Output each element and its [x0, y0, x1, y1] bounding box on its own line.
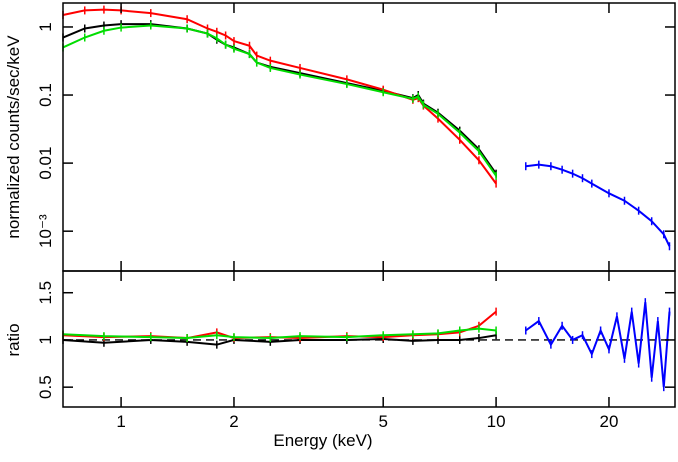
plot-frame [62, 2, 676, 272]
x-tick-label: 2 [229, 412, 238, 431]
data-line [525, 302, 671, 388]
data-line [525, 163, 671, 247]
y-tick-label: 1.5 [36, 281, 55, 305]
y-tick-label: 1 [36, 22, 55, 31]
y-tick-label: 10⁻³ [36, 214, 55, 248]
y-tick-label: 1 [36, 335, 55, 344]
data-line [62, 24, 497, 177]
y-tick-label: 0.1 [36, 83, 55, 107]
x-tick-label: 1 [116, 412, 125, 431]
data-line [62, 8, 497, 185]
data-line [62, 23, 497, 175]
x-tick-label: 10 [487, 412, 506, 431]
x-tick-label: 5 [378, 412, 387, 431]
y-tick-label: 0.01 [36, 147, 55, 180]
y-tick-label: 0.5 [36, 375, 55, 399]
x-tick-label: 20 [600, 412, 619, 431]
data-line [62, 327, 497, 340]
y-axis-label: normalized counts/sec/keV [4, 35, 23, 239]
plot-frame [62, 270, 676, 408]
x-axis-label: Energy (keV) [273, 431, 372, 450]
y-axis-label: ratio [4, 323, 23, 356]
